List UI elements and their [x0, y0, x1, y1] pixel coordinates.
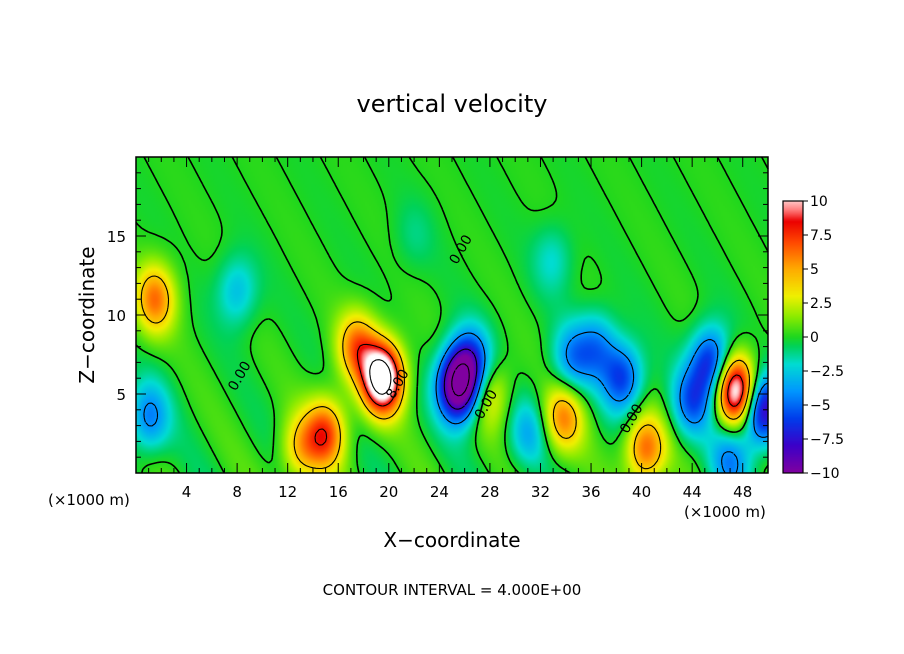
colorbar: 10 7.5 5 2.5 0 −2.5 −5 −7.5 −10: [782, 194, 844, 482]
contour-line-0: [135, 156, 769, 474]
x-tick-label: 12: [278, 483, 297, 501]
colorbar-tick-label: 2.5: [810, 296, 832, 312]
x-axis-title: X−coordinate: [383, 528, 520, 552]
contour-line-neg12: [451, 363, 470, 397]
colorbar-tick-label: −2.5: [810, 364, 844, 380]
x-tick-label: 8: [232, 483, 242, 501]
colorbar-tick-label: −7.5: [810, 432, 844, 448]
x-tick-label: 48: [733, 483, 752, 501]
colorbar-tick-label: 7.5: [810, 228, 832, 244]
contour-interval-note: CONTOUR INTERVAL = 4.000E+00: [323, 581, 582, 599]
colorbar-tick-label: 5: [810, 262, 819, 278]
contour-line-neg4: [143, 331, 769, 474]
y-tick-label: 5: [116, 386, 126, 404]
x-tick-label: 24: [430, 483, 449, 501]
colorbar-tick-label: −5: [810, 398, 831, 414]
velocity-field: [136, 157, 768, 473]
contour-lines: [135, 156, 769, 474]
colorbar-tick-label: 10: [810, 194, 828, 210]
contour-line-neg8: [443, 348, 478, 410]
colorbar-tick-label: −10: [810, 466, 840, 482]
y-tick-label: 10: [107, 307, 126, 325]
x-tick-label: 16: [329, 483, 348, 501]
y-tick-label: 15: [107, 228, 126, 246]
x-tick-label: 20: [379, 483, 398, 501]
x-unit-label-left: (×1000 m): [48, 491, 130, 509]
x-tick-label: 4: [182, 483, 192, 501]
chart-title: vertical velocity: [357, 90, 548, 118]
x-unit-label-right: (×1000 m): [684, 503, 766, 521]
colorbar-gradient: [783, 201, 803, 473]
plot-area: 0.000.00 8.000.00 0.00: [135, 156, 769, 474]
y-axis-title: Z−coordinate: [75, 246, 99, 383]
colorbar-tick-label: 0: [810, 330, 819, 346]
colorbar-ticks: 10 7.5 5 2.5 0 −2.5 −5 −7.5 −10: [803, 194, 844, 482]
x-axis: 4 8 12 16 20 24 28 32 36 40 44 48: [148, 157, 756, 501]
x-tick-label: 36: [581, 483, 600, 501]
contour-line-12: [369, 359, 392, 395]
contour-line-8: [314, 343, 744, 446]
x-tick-label: 28: [480, 483, 499, 501]
y-axis: 5 10 15: [107, 172, 768, 458]
x-tick-label: 32: [531, 483, 550, 501]
contour-line-4: [140, 275, 750, 470]
x-tick-label: 40: [632, 483, 651, 501]
x-tick-label: 44: [683, 483, 702, 501]
